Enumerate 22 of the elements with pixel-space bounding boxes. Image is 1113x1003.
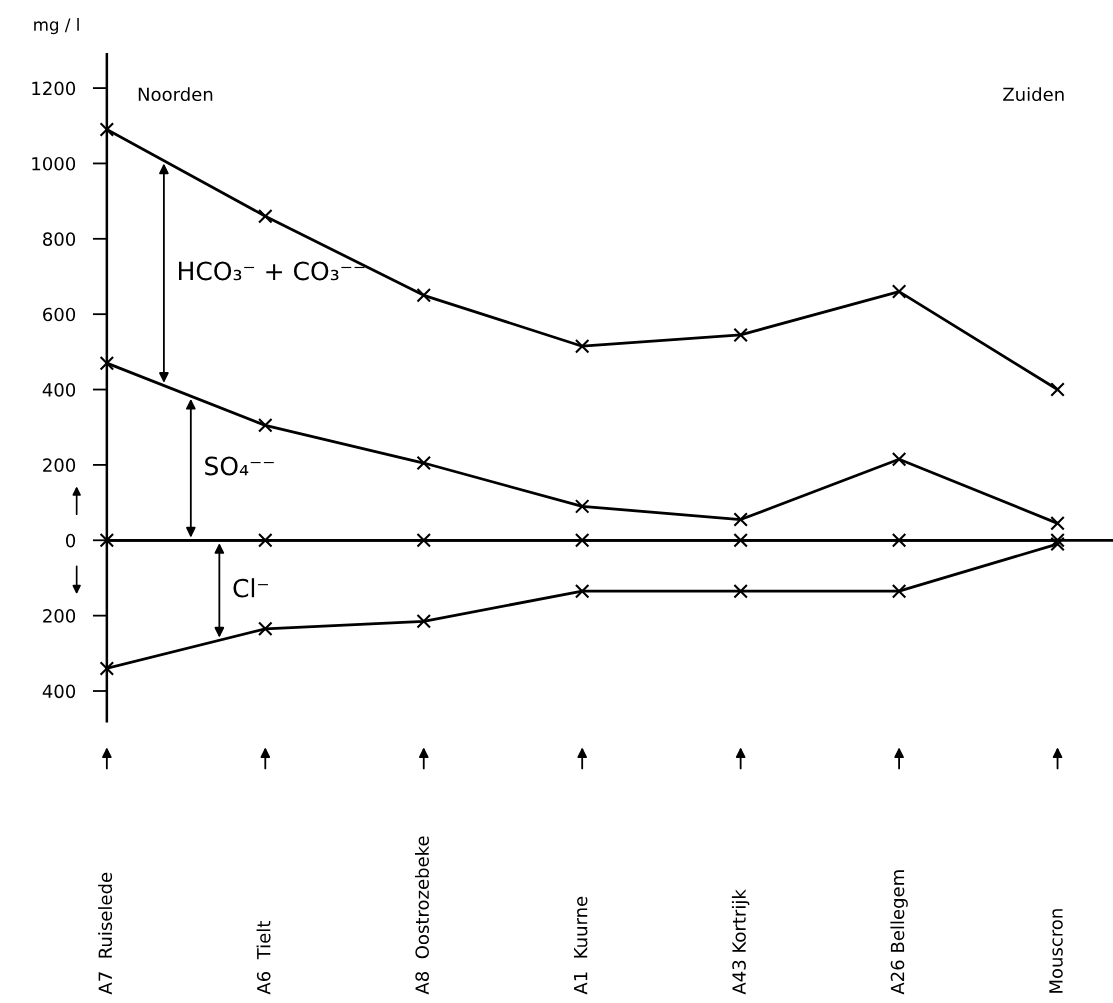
annotation: Zuiden xyxy=(1003,87,1064,102)
x-tick-label: A6 Tielt xyxy=(256,921,271,995)
x-tick-label: A26 Bellegem xyxy=(890,870,908,995)
y-axis-title: mg / l xyxy=(34,18,79,35)
y-tick-label: 1000 xyxy=(32,156,76,171)
y-tick-label: 600 xyxy=(43,307,76,322)
annotation: HCO₃⁻ + CO₃⁻⁻ xyxy=(179,261,365,281)
x-tick-label: A8 Oostrozebeke xyxy=(415,836,429,995)
y-tick-label: 400 xyxy=(42,383,76,397)
x-tick-label: Mouscron xyxy=(1049,909,1063,993)
y-tick-label: 200 xyxy=(43,458,76,473)
x-tick-label: A43 Kortrijk xyxy=(731,889,750,995)
x-tick-label: A7 Ruiselede xyxy=(98,872,113,995)
x-tick-label: A1 Kuurne xyxy=(574,896,588,995)
y-tick-label: 0 xyxy=(66,533,76,548)
annotation: Noorden xyxy=(138,87,213,102)
y-tick-label: 800 xyxy=(43,232,76,246)
annotation: SO₄⁻⁻ xyxy=(205,456,274,476)
y-tick-label: 200 xyxy=(43,609,76,623)
y-tick-label: 400 xyxy=(42,684,76,699)
annotation: Cl⁻ xyxy=(233,578,268,598)
y-tick-label: 1200 xyxy=(32,81,76,96)
